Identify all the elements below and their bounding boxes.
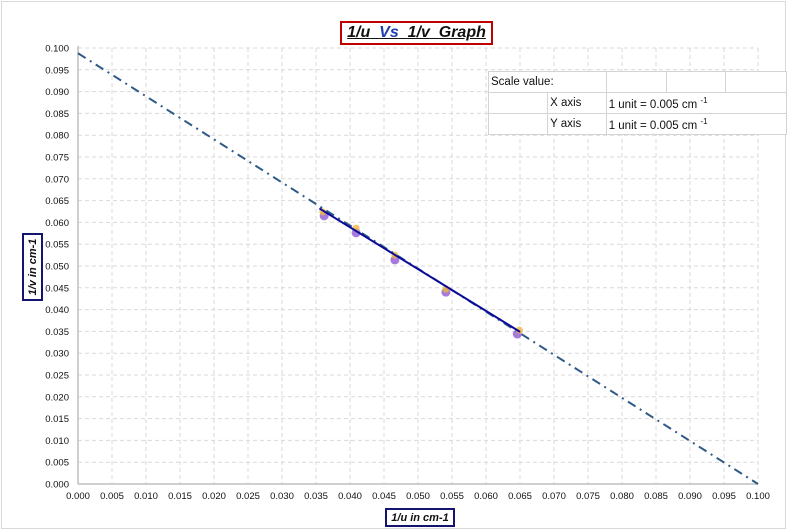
y-tick-label: 0.045 xyxy=(45,283,69,294)
x-tick-label: 0.000 xyxy=(66,491,90,502)
empty-cell xyxy=(487,92,549,114)
x-tick-label: 0.050 xyxy=(406,491,430,502)
y-tick-label: 0.070 xyxy=(45,174,69,185)
fit-data-point xyxy=(515,326,523,334)
x-tick-label: 0.020 xyxy=(202,491,226,502)
y-tick-label: 0.060 xyxy=(45,218,69,229)
x-tick-label: 0.055 xyxy=(440,491,464,502)
empty-cell xyxy=(666,71,727,93)
y-tick-label: 0.065 xyxy=(45,196,69,207)
y-tick-label: 0.080 xyxy=(45,131,69,142)
x-tick-label: 0.095 xyxy=(712,491,736,502)
title-part-1u: 1/u xyxy=(347,24,371,41)
empty-cell xyxy=(605,71,668,93)
y-tick-label: 0.090 xyxy=(45,87,69,98)
title-part-graph: Graph xyxy=(438,24,486,41)
x-tick-label: 0.025 xyxy=(236,491,260,502)
chart-title: 1/u Vs 1/v Graph xyxy=(340,21,493,45)
x-tick-label: 0.015 xyxy=(168,491,192,502)
y-tick-label: 0.010 xyxy=(45,436,69,447)
x-tick-label: 0.030 xyxy=(270,491,294,502)
x-tick-label: 0.010 xyxy=(134,491,158,502)
y-tick-label: 0.040 xyxy=(45,305,69,316)
y-tick-label: 0.085 xyxy=(45,109,69,120)
x-tick-label: 0.065 xyxy=(508,491,532,502)
x-tick-label: 0.100 xyxy=(746,491,770,502)
empty-cell xyxy=(487,113,549,135)
x-tick-label: 0.080 xyxy=(610,491,634,502)
x-tick-label: 0.085 xyxy=(644,491,668,502)
y-tick-label: 0.100 xyxy=(45,44,69,55)
y-tick-label: 0.075 xyxy=(45,153,69,164)
x-tick-label: 0.035 xyxy=(304,491,328,502)
x-axis-scale-value: 1 unit = 0.005 cm -1 xyxy=(605,92,787,114)
y-axis-scale-label: Y axis xyxy=(547,113,607,135)
scale-heading: Scale value: xyxy=(488,71,607,93)
x-tick-label: 0.075 xyxy=(576,491,600,502)
y-axis-scale-value: 1 unit = 0.005 cm -1 xyxy=(605,113,787,135)
y-tick-label: 0.000 xyxy=(45,480,69,491)
title-part-1v: 1/v xyxy=(407,24,430,41)
x-tick-label: 0.090 xyxy=(678,491,702,502)
y-tick-label: 0.035 xyxy=(45,327,69,338)
y-tick-label: 0.055 xyxy=(45,240,69,251)
y-tick-label: 0.030 xyxy=(45,349,69,360)
x-tick-label: 0.040 xyxy=(338,491,362,502)
y-tick-label: 0.020 xyxy=(45,392,69,403)
x-tick-label: 0.070 xyxy=(542,491,566,502)
y-tick-label: 0.095 xyxy=(45,65,69,76)
x-tick-label: 0.060 xyxy=(474,491,498,502)
y-axis-title: 1/v in cm-1 xyxy=(22,233,43,301)
y-axis-title-text: 1/v in cm-1 xyxy=(26,238,39,296)
title-part-vs: Vs xyxy=(379,24,399,41)
y-tick-label: 0.015 xyxy=(45,414,69,425)
best-fit-line xyxy=(318,207,521,333)
x-tick-label: 0.005 xyxy=(100,491,124,502)
empty-cell xyxy=(725,71,787,93)
y-tick-label: 0.050 xyxy=(45,262,69,273)
y-tick-label: 0.005 xyxy=(45,458,69,469)
x-tick-label: 0.045 xyxy=(372,491,396,502)
x-axis-scale-label: X axis xyxy=(547,92,607,114)
y-tick-label: 0.025 xyxy=(45,371,69,382)
scale-value-table: Scale value: X axis 1 unit = 0.005 cm -1… xyxy=(487,71,787,135)
x-axis-title: 1/u in cm-1 xyxy=(385,508,455,527)
